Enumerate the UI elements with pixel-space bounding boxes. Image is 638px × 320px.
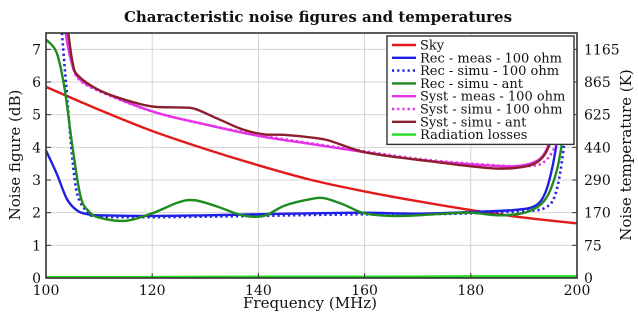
x-tick-label: 100	[33, 283, 60, 299]
y-tick-label: 4	[32, 140, 41, 156]
y2-tick-label: 625	[584, 108, 611, 124]
series-line-rec-simu-100-ohm	[60, 33, 571, 219]
legend-label-rec-meas-100-ohm: Rec - meas - 100 ohm	[420, 51, 562, 66]
y-tick-label: 5	[32, 108, 41, 124]
legend-box	[386, 35, 575, 146]
y-axis-label: Noise figure (dB)	[6, 90, 24, 221]
series-line-rec-meas-100-ohm	[46, 114, 563, 218]
y2-tick-label: 1165	[584, 42, 620, 58]
plot-series	[46, 33, 577, 278]
legend-label-syst-simu-ant: Syst - simu - ant	[420, 115, 527, 130]
y-axis-ticks: 0 1 2 3 4 5 6 7	[32, 42, 51, 287]
y2-tick-label: 440	[584, 140, 611, 156]
x-axis-ticks: 100 120 140 160 180 200	[33, 273, 591, 299]
x-tick-label: 140	[245, 283, 272, 299]
series-line-syst-simu-100-ohm	[65, 33, 568, 168]
legend-label-syst-meas-100-ohm: Syst - meas - 100 ohm	[420, 90, 565, 105]
legend-label-rec-simu-ant: Rec - simu - ant	[420, 77, 524, 92]
y2-axis-label: Noise temperature (K)	[617, 69, 635, 240]
x-tick-label: 160	[351, 283, 378, 299]
series-line-radiation-losses	[46, 275, 577, 278]
y-tick-label: 1	[32, 238, 41, 254]
y2-tick-label: 170	[584, 206, 611, 222]
y-tick-label: 6	[32, 75, 41, 91]
legend-label-sky: Sky	[420, 39, 445, 54]
y-tick-label: 0	[32, 271, 41, 287]
y2-tick-label: 865	[584, 75, 611, 91]
legend-label-radiation-losses: Radiation losses	[420, 128, 527, 143]
x-tick-label: 120	[139, 283, 166, 299]
y-tick-label: 7	[32, 42, 41, 58]
series-line-rec-simu-ant	[46, 38, 568, 223]
y2-axis-ticks: 0 75 170 290 440 625 865 1165	[572, 42, 620, 287]
x-tick-label: 180	[457, 283, 484, 299]
series-line-syst-simu-ant	[67, 33, 563, 170]
plot-frame	[45, 32, 578, 279]
y2-tick-label: 75	[584, 238, 602, 254]
x-axis-label: Frequency (MHz)	[243, 294, 377, 312]
legend-label-rec-simu-100-ohm: Rec - simu - 100 ohm	[420, 64, 559, 79]
y2-tick-label: 0	[584, 271, 593, 287]
legend-label-syst-simu-100-ohm: Syst - simu - 100 ohm	[420, 103, 562, 118]
y2-tick-label: 290	[584, 173, 611, 189]
chart-title: Characteristic noise figures and tempera…	[124, 8, 512, 26]
x-tick-label: 200	[564, 283, 591, 299]
y-tick-label: 2	[32, 206, 41, 222]
y-tick-label: 3	[32, 173, 41, 189]
